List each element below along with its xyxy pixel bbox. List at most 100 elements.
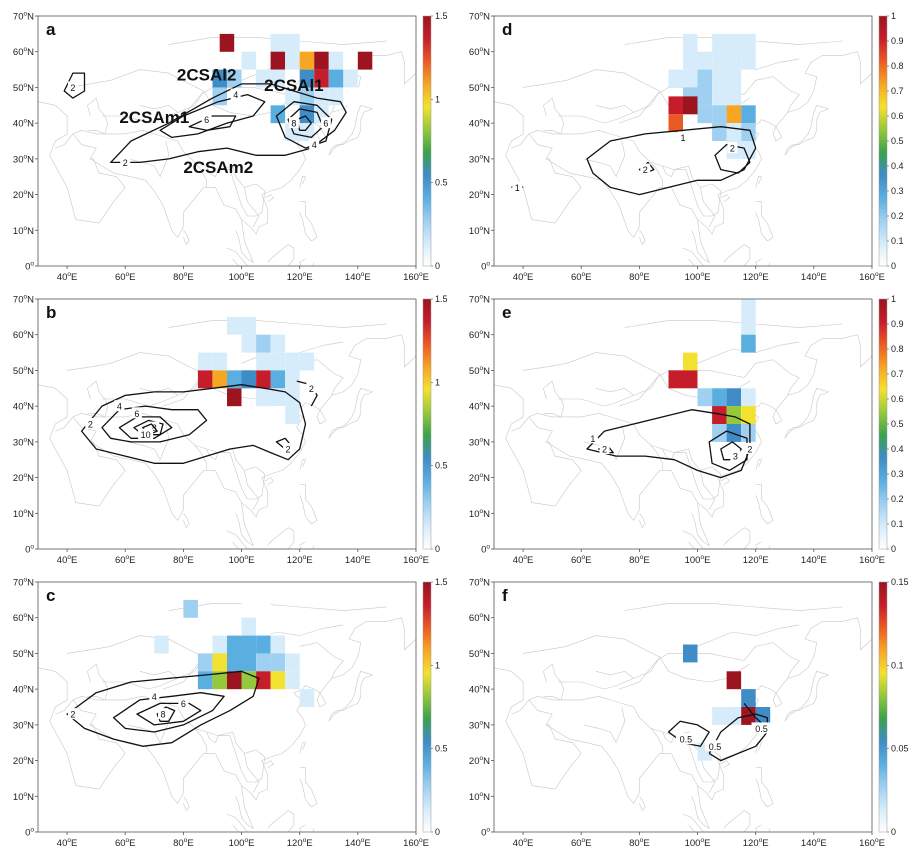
boundary-line bbox=[241, 624, 344, 647]
boundary-line bbox=[581, 412, 721, 475]
heatmap-cell bbox=[741, 123, 756, 141]
x-tick-label: 60oE bbox=[571, 554, 592, 566]
panel-letter: d bbox=[502, 20, 512, 39]
boundary-line bbox=[523, 363, 567, 371]
contour-label-bg bbox=[178, 697, 189, 709]
heatmap-cell bbox=[270, 635, 286, 654]
boundary-line bbox=[72, 412, 126, 418]
boundary-line bbox=[528, 412, 582, 418]
boundary-line bbox=[755, 484, 774, 525]
y-tick-label: 40oN bbox=[469, 684, 490, 696]
boundary-line bbox=[110, 69, 204, 92]
panel-letter: b bbox=[46, 303, 56, 322]
boundary-line bbox=[528, 416, 553, 443]
boundary-line bbox=[264, 194, 274, 202]
boundary-line bbox=[618, 642, 800, 690]
heatmap-cell bbox=[270, 69, 286, 88]
boundary-line bbox=[691, 219, 710, 264]
contour-label-bg bbox=[138, 428, 154, 440]
heatmap-cell bbox=[241, 299, 256, 317]
heatmap-cell bbox=[683, 644, 698, 663]
boundary-line bbox=[755, 459, 762, 471]
y-tick-label: 10oN bbox=[13, 508, 34, 520]
boundary-line bbox=[618, 359, 800, 407]
y-tick-label: 10oN bbox=[469, 225, 490, 237]
boundary-line bbox=[72, 129, 126, 135]
heatmap-cell bbox=[256, 582, 271, 600]
boundary-line bbox=[72, 416, 97, 443]
heatmap-cell bbox=[299, 51, 315, 70]
boundary-line bbox=[528, 129, 582, 135]
boundary-line bbox=[639, 230, 646, 246]
boundary-line bbox=[755, 824, 771, 832]
boundary-line bbox=[38, 330, 416, 521]
heatmap-cell bbox=[343, 69, 358, 88]
boundary-line bbox=[755, 541, 771, 549]
boundary-line bbox=[691, 785, 710, 830]
heatmap-cell bbox=[741, 406, 756, 424]
heatmap-cell bbox=[668, 114, 683, 133]
heatmap-cell bbox=[256, 370, 271, 389]
x-tick-label: 120oE bbox=[743, 554, 769, 566]
x-tick-label: 120oE bbox=[287, 837, 313, 849]
contour-label-bg bbox=[512, 181, 523, 193]
heatmap-cell bbox=[343, 51, 358, 70]
contour-label-bg bbox=[201, 113, 212, 125]
heatmap-cell bbox=[697, 51, 712, 70]
heatmap-cell bbox=[270, 406, 286, 424]
heatmap-cell bbox=[212, 653, 227, 672]
boundary-line bbox=[72, 133, 97, 160]
contour-label: 4 bbox=[117, 402, 122, 412]
y-tick-label: 60oN bbox=[469, 329, 490, 341]
y-tick-label: 10oN bbox=[13, 225, 34, 237]
contour-label: 0.5 bbox=[680, 735, 693, 745]
y-tick-label: 70oN bbox=[13, 577, 34, 589]
y-tick-label: 0o bbox=[25, 544, 34, 556]
boundary-line bbox=[299, 459, 306, 471]
contour-line bbox=[136, 702, 202, 726]
x-tick-label: 140oE bbox=[801, 271, 827, 283]
contour-lines: 0.5 0.5 0.5 bbox=[667, 702, 772, 762]
heatmap-cell bbox=[726, 33, 742, 52]
colorbar-tick-label: 0 bbox=[891, 827, 896, 837]
x-tick-label: 160oE bbox=[403, 554, 429, 566]
heatmap-cell bbox=[726, 671, 742, 690]
contour-label-bg bbox=[283, 443, 294, 454]
boundary-line bbox=[218, 452, 266, 500]
y-tick-label: 60oN bbox=[13, 46, 34, 58]
y-tick-label: 60oN bbox=[13, 612, 34, 624]
boundary-line bbox=[102, 90, 204, 124]
heatmap-cell bbox=[183, 599, 198, 618]
colorbar-tick-label: 0 bbox=[891, 261, 896, 271]
boundary-line bbox=[67, 363, 111, 371]
heatmap-cell bbox=[154, 635, 169, 654]
x-tick-label: 40oE bbox=[57, 837, 78, 849]
boundary-line bbox=[639, 513, 646, 529]
heatmap-cell bbox=[241, 334, 256, 353]
map-content: 1 2 2 1 bbox=[494, 33, 872, 266]
heatmap-cell bbox=[683, 33, 698, 52]
heatmap-cell bbox=[299, 105, 315, 124]
boundary-line bbox=[206, 165, 219, 178]
colorbar-tick-label: 0.9 bbox=[891, 319, 904, 329]
boundary-line bbox=[595, 104, 634, 113]
heatmap-cell bbox=[668, 69, 683, 88]
heatmap-cell bbox=[212, 671, 227, 690]
colorbar bbox=[422, 298, 432, 550]
boundary-line bbox=[662, 165, 675, 178]
contour-label: 2 bbox=[730, 144, 735, 154]
y-tick-label: 40oN bbox=[13, 118, 34, 130]
heatmap-cell bbox=[197, 352, 213, 371]
map-content: 2 4 6 8 bbox=[38, 582, 416, 832]
contour-label: 1 bbox=[515, 183, 520, 193]
heatmap-cell bbox=[285, 406, 300, 424]
boundary-line bbox=[183, 513, 190, 529]
boundary-line bbox=[700, 470, 716, 510]
boundary-line bbox=[125, 129, 265, 192]
heatmap-cell bbox=[741, 424, 756, 442]
heatmap-cell bbox=[241, 653, 256, 672]
contour-label-bg bbox=[320, 117, 331, 129]
boundary-line bbox=[700, 187, 716, 227]
boundary-line bbox=[235, 502, 254, 547]
boundary-line bbox=[183, 230, 190, 246]
